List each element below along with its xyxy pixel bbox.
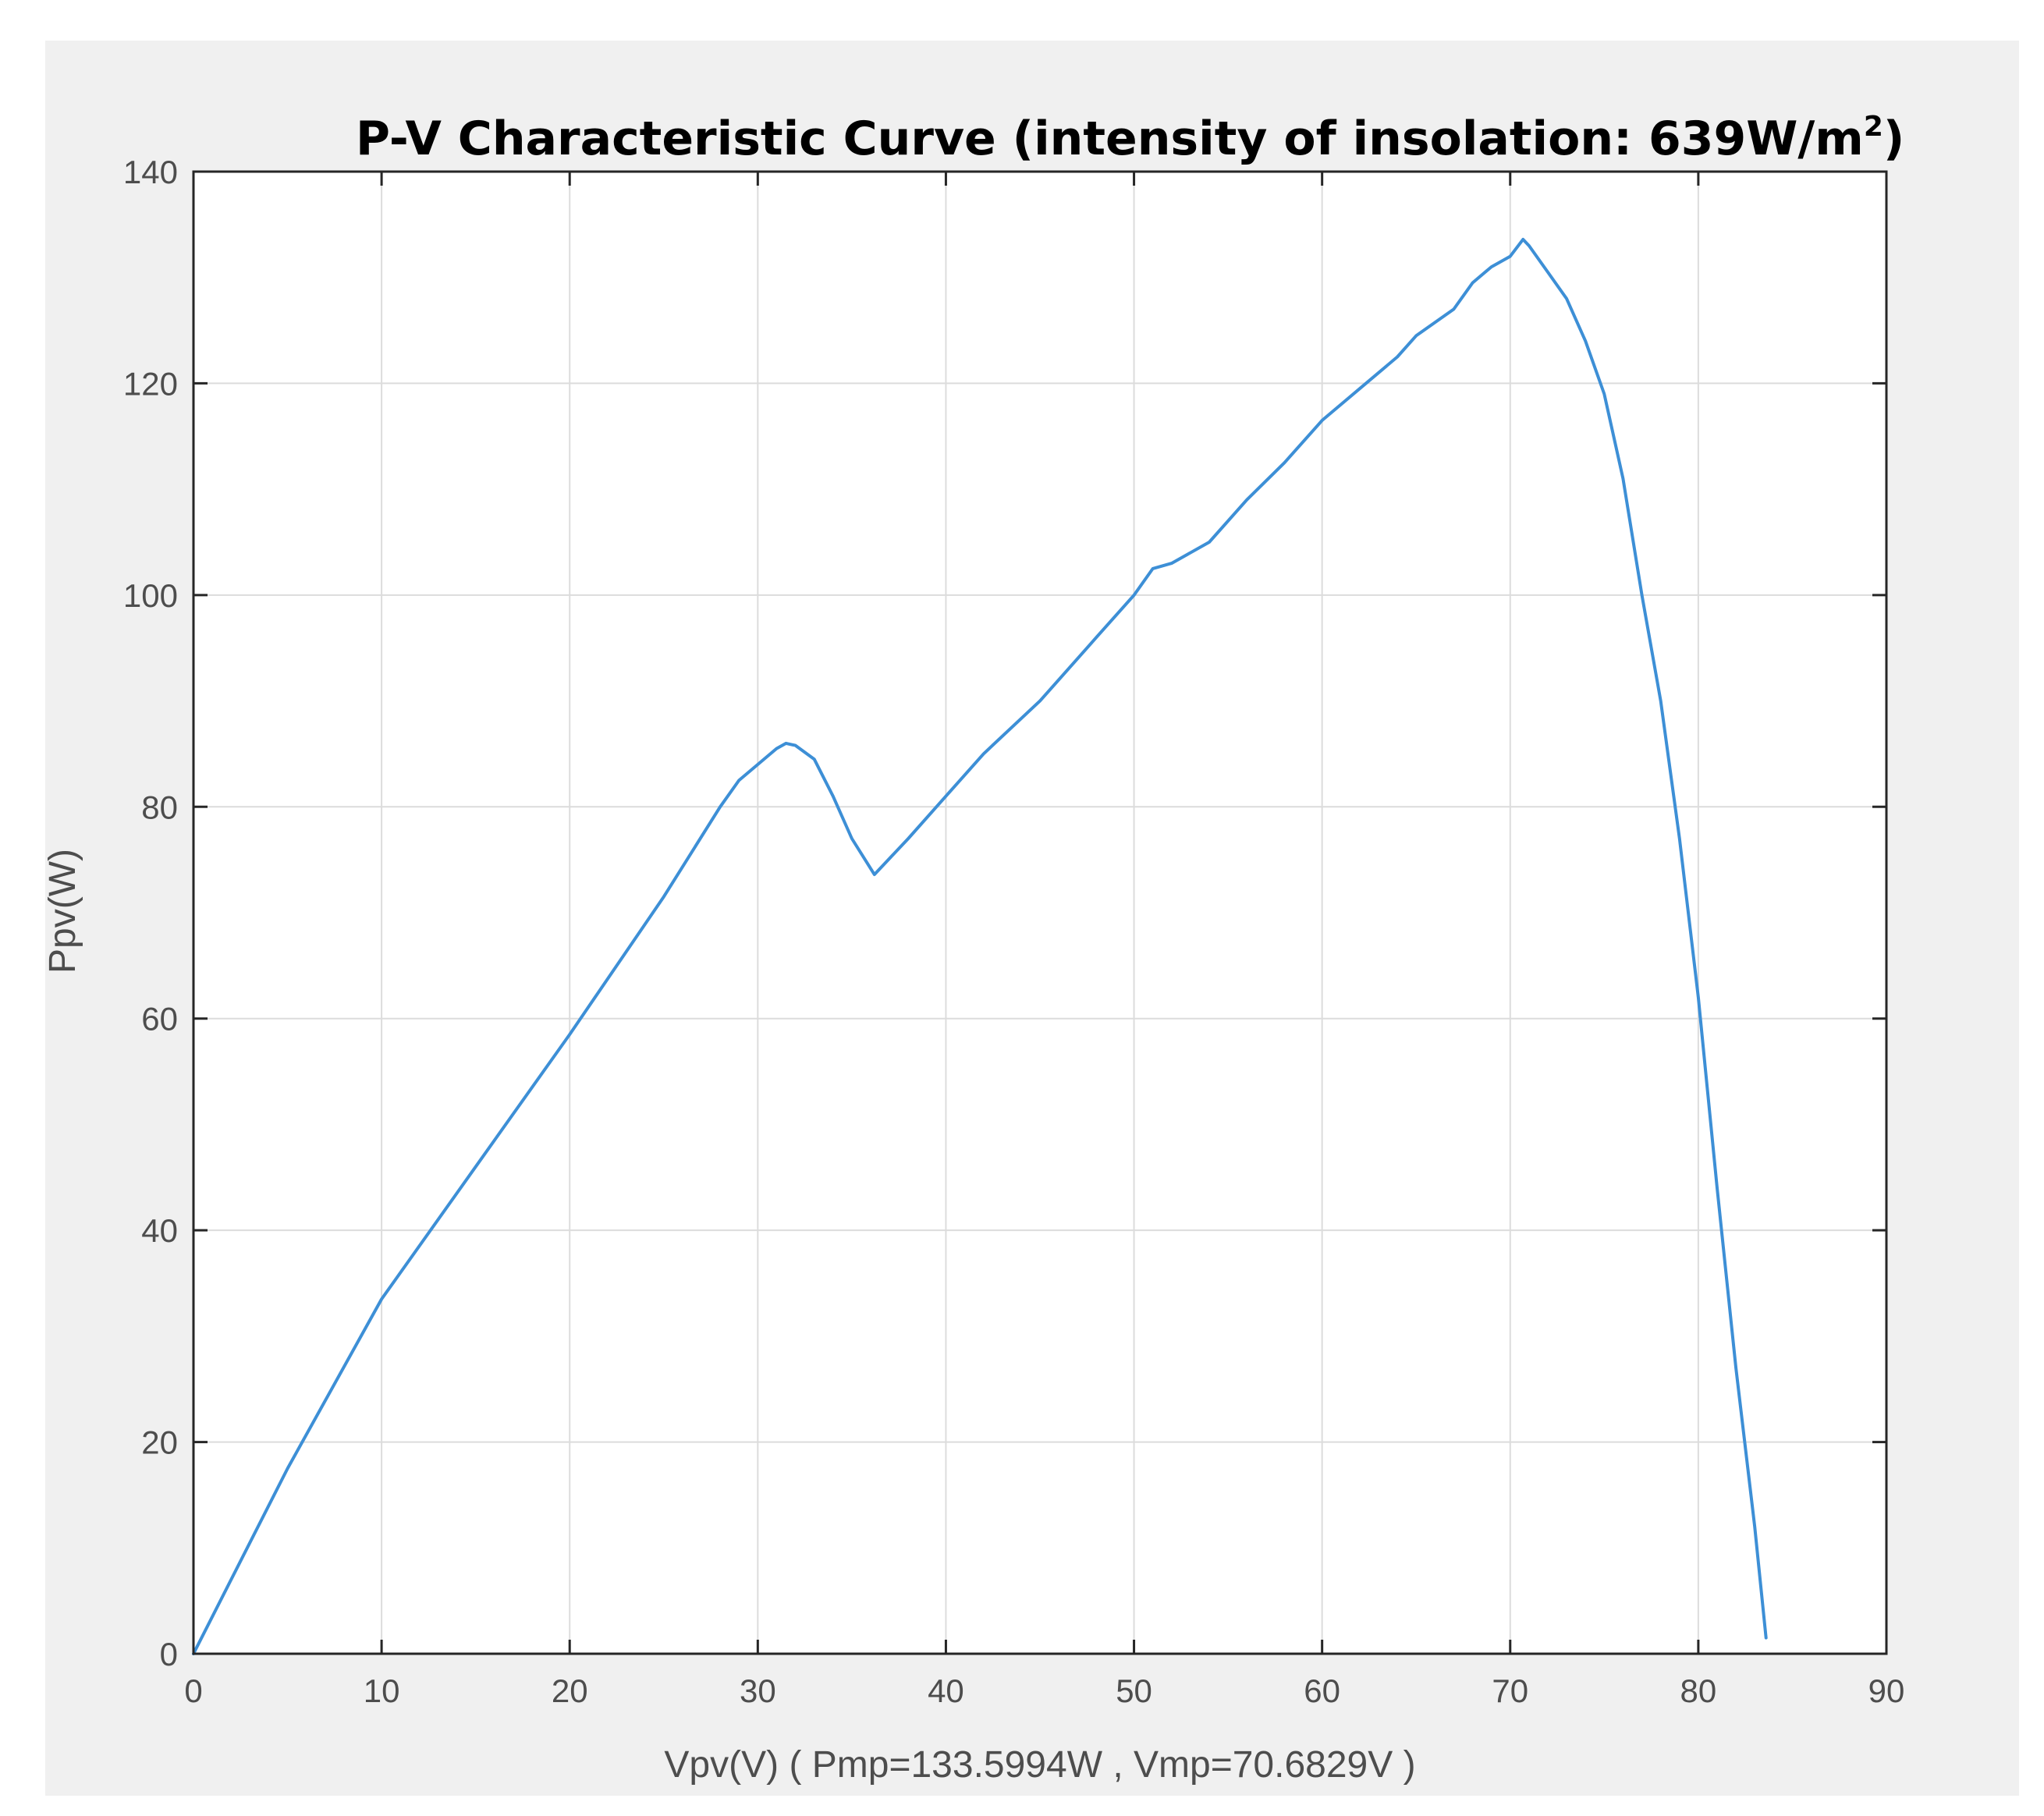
y-tick-labels: 0 20 40 60 80 100 120 140 (123, 154, 178, 1672)
y-tick-label: 100 (123, 577, 178, 614)
x-tick-label: 0 (184, 1672, 202, 1709)
axes-box (192, 170, 1888, 1655)
chart-title: P-V Characteristic Curve (intensity of i… (356, 111, 1904, 166)
x-tick-label: 80 (1680, 1672, 1717, 1709)
x-tick-label: 70 (1492, 1672, 1528, 1709)
x-tick-label: 60 (1304, 1672, 1340, 1709)
tick-marks (192, 170, 1888, 1655)
y-tick-label: 120 (123, 365, 178, 402)
x-tick-label: 50 (1116, 1672, 1152, 1709)
x-tick-label: 90 (1868, 1672, 1905, 1709)
y-tick-label: 40 (141, 1212, 178, 1249)
x-axis-label: Vpv(V) ( Pmp=133.5994W , Vmp=70.6829V ) (664, 1744, 1415, 1786)
chart-title-suffix: ) (1883, 112, 1904, 166)
x-tick-label: 30 (740, 1672, 776, 1709)
y-tick-label: 140 (123, 154, 178, 190)
y-tick-label: 0 (160, 1636, 178, 1672)
chart-title-superscript: 2 (1864, 111, 1883, 143)
x-tick-labels: 0 10 20 30 40 50 60 70 80 90 (184, 1672, 1904, 1709)
y-tick-label: 60 (141, 1001, 178, 1037)
series-layer (192, 237, 1768, 1655)
y-tick-label: 80 (141, 789, 178, 825)
x-tick-label: 40 (928, 1672, 964, 1709)
x-tick-label: 10 (364, 1672, 400, 1709)
y-tick-label: 20 (141, 1424, 178, 1461)
y-axis-label: Ppv(W) (42, 849, 83, 974)
chart-title-main: P-V Characteristic Curve (intensity of i… (356, 112, 1864, 166)
series-line-pv-curve (192, 237, 1768, 1655)
x-tick-label: 20 (552, 1672, 588, 1709)
plot-area (193, 172, 1886, 1654)
